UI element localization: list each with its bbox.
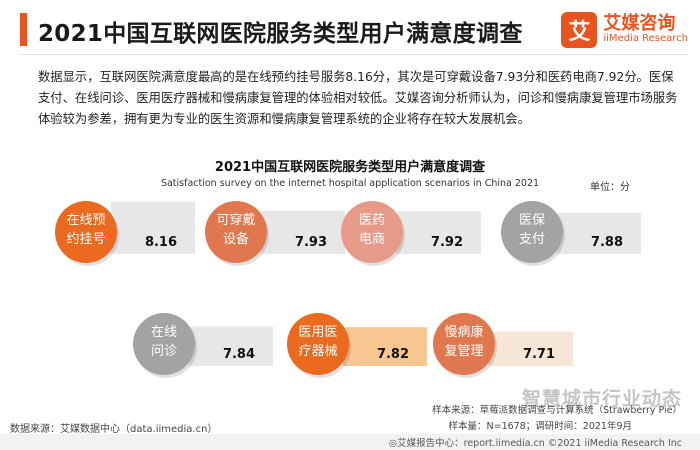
value-bar xyxy=(111,201,195,254)
value-label: 7.84 xyxy=(223,347,255,362)
value-label: 7.93 xyxy=(295,235,327,250)
copyright: ◎艾媒报告中心：report.iimedia.cn ©2021 iiMedia … xyxy=(388,438,682,449)
category-label: 医药 xyxy=(359,213,385,228)
category-bubble xyxy=(287,313,349,375)
data-source: 数据来源：艾媒数据中心（data.iimedia.cn） xyxy=(10,424,218,435)
sample-source: 样本来源：草莓派数据调查与计算系统（Strawberry Pie） xyxy=(432,405,682,416)
category-bubble xyxy=(341,201,403,263)
brand-name-en: iiMedia Research xyxy=(603,33,688,45)
summary-paragraph: 数据显示，互联网医院满意度最高的是在线预约挂号服务8.16分，其次是可穿戴设备7… xyxy=(38,70,678,126)
value-bar xyxy=(397,211,481,254)
category-bubble xyxy=(55,201,117,263)
category-label: 复管理 xyxy=(444,344,483,359)
category-bubble xyxy=(433,313,495,375)
value-label: 7.92 xyxy=(431,235,463,250)
sample-size: 样本量：N=1678；调研时间：2021年9月 xyxy=(448,421,632,432)
value-label: 7.71 xyxy=(523,347,555,362)
value-bar xyxy=(343,327,427,366)
category-label: 设备 xyxy=(223,231,249,247)
watermark: 智慧城市行业动态 xyxy=(521,388,682,410)
category-label: 医保 xyxy=(519,213,545,228)
title-divider xyxy=(20,54,688,55)
brand-name: 艾媒咨询 xyxy=(603,13,676,35)
value-bar xyxy=(189,326,273,366)
category-label: 支付 xyxy=(519,232,545,247)
category-label: 在线预 xyxy=(66,213,105,228)
value-bar xyxy=(557,212,641,254)
chart-title: 2021中国互联网医院服务类型用户满意度调查 xyxy=(214,160,486,175)
category-label: 慢病康 xyxy=(444,324,483,340)
value-label: 7.82 xyxy=(377,347,409,362)
category-bubble xyxy=(133,313,195,375)
category-bubble xyxy=(205,201,267,263)
value-label: 7.88 xyxy=(591,235,623,250)
page-title: 2021中国互联网医院服务类型用户满意度调查 xyxy=(38,21,523,47)
brand-logo-mark: 艾 xyxy=(561,12,598,48)
value-label: 8.16 xyxy=(145,235,177,250)
category-label: 疗器械 xyxy=(298,344,337,359)
footer-bar xyxy=(0,434,700,450)
category-label: 电商 xyxy=(359,232,385,247)
value-bar xyxy=(261,210,345,254)
value-bar xyxy=(489,331,573,366)
category-label: 医用医 xyxy=(298,325,337,340)
category-label: 在线 xyxy=(151,325,177,340)
chart-subtitle: Satisfaction survey on the internet hosp… xyxy=(160,178,540,189)
chart-unit: 单位：分 xyxy=(590,182,630,193)
category-bubble xyxy=(501,201,563,263)
category-label: 问诊 xyxy=(151,344,177,359)
brand-logo: 艾 艾媒咨询 iiMedia Research xyxy=(561,12,688,48)
category-label: 约挂号 xyxy=(66,232,105,247)
category-label: 可穿戴 xyxy=(216,212,255,228)
title-accent-bar xyxy=(20,13,27,46)
